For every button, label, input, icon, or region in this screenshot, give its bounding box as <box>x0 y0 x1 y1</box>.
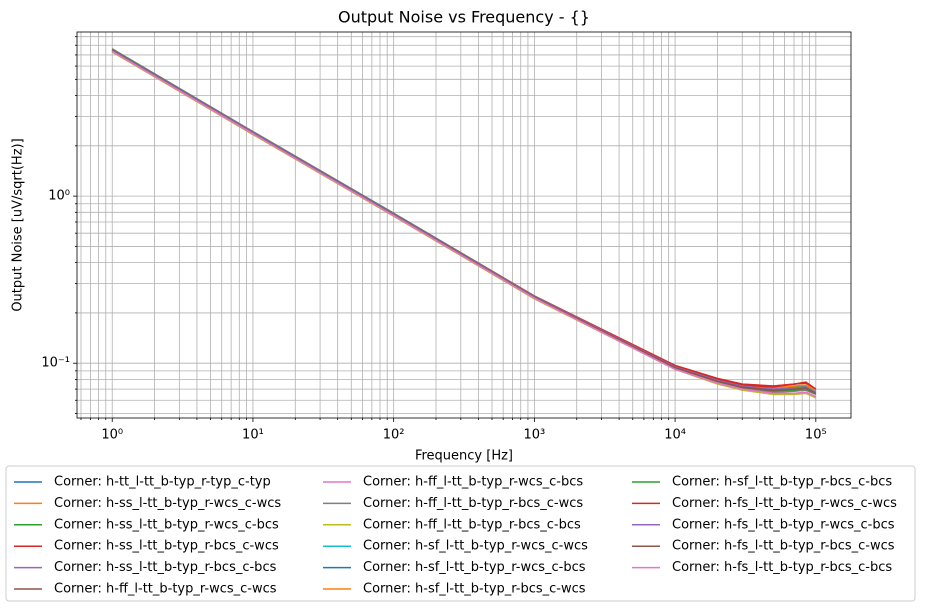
legend-label: Corner: h-fs_l-tt_b-typ_r-bcs_c-wcs <box>672 539 895 554</box>
y-axis-label: Output Noise [uV/sqrt(Hz)] <box>11 138 26 311</box>
series-line <box>111 48 817 392</box>
x-tick-label: 10³ <box>523 428 545 443</box>
legend-label: Corner: h-ff_l-tt_b-typ_r-bcs_c-wcs <box>363 496 583 511</box>
plot-frame <box>76 31 852 419</box>
legend-label: Corner: h-ss_l-tt_b-typ_r-wcs_c-bcs <box>54 517 279 532</box>
series-line <box>111 49 817 392</box>
series-line <box>111 49 817 393</box>
chart-title: Output Noise vs Frequency - {} <box>338 8 590 27</box>
legend-label: Corner: h-fs_l-tt_b-typ_r-wcs_c-wcs <box>672 496 897 511</box>
x-tick-label: 10⁰ <box>101 428 123 443</box>
series-line <box>111 51 817 399</box>
legend-label: Corner: h-ss_l-tt_b-typ_r-bcs_c-bcs <box>54 560 277 575</box>
legend-label: Corner: h-sf_l-tt_b-typ_r-bcs_c-wcs <box>363 582 586 597</box>
series-line <box>111 48 817 393</box>
x-tick-label: 10⁵ <box>805 428 827 443</box>
legend-label: Corner: h-ff_l-tt_b-typ_r-bcs_c-bcs <box>363 517 581 532</box>
legend-label: Corner: h-sf_l-tt_b-typ_r-wcs_c-wcs <box>363 539 588 554</box>
x-tick-label: 10⁴ <box>664 428 686 443</box>
legend: Corner: h-tt_l-tt_b-typ_r-typ_c-typ Corne… <box>14 475 897 597</box>
y-tick-label: 10⁻¹ <box>41 356 70 371</box>
legend-label: Corner: h-ff_l-tt_b-typ_r-wcs_c-bcs <box>363 475 583 490</box>
legend-label: Corner: h-ss_l-tt_b-typ_r-bcs_c-wcs <box>54 539 279 554</box>
axes: 10⁰ 10¹ 10² 10³ 10⁴ 10⁵ 10⁻¹ 10⁰ <box>41 36 827 443</box>
series-line <box>111 48 817 390</box>
plot-lines <box>111 48 817 399</box>
series-line <box>111 50 817 398</box>
x-tick-label: 10² <box>383 428 405 443</box>
x-axis-label: Frequency [Hz] <box>415 449 513 464</box>
legend-label: Corner: h-fs_l-tt_b-typ_r-bcs_c-bcs <box>672 560 892 575</box>
series-line <box>111 49 817 392</box>
legend-label: Corner: h-tt_l-tt_b-typ_r-typ_c-typ <box>54 475 271 490</box>
series-line <box>111 49 817 391</box>
legend-label: Corner: h-ss_l-tt_b-typ_r-wcs_c-wcs <box>54 496 281 511</box>
legend-label: Corner: h-sf_l-tt_b-typ_r-bcs_c-bcs <box>672 475 892 490</box>
grid <box>77 32 851 418</box>
x-tick-label: 10¹ <box>242 428 264 443</box>
series-line <box>111 51 817 396</box>
y-tick-label: 10⁰ <box>48 189 70 204</box>
legend-label: Corner: h-sf_l-tt_b-typ_r-wcs_c-bcs <box>363 560 586 575</box>
legend-label: Corner: h-ff_l-tt_b-typ_r-wcs_c-wcs <box>54 582 277 597</box>
series-line <box>111 50 817 398</box>
legend-label: Corner: h-fs_l-tt_b-typ_r-wcs_c-bcs <box>672 517 895 532</box>
series-line <box>111 49 817 390</box>
legend-box <box>5 465 916 602</box>
series-line <box>111 48 817 390</box>
